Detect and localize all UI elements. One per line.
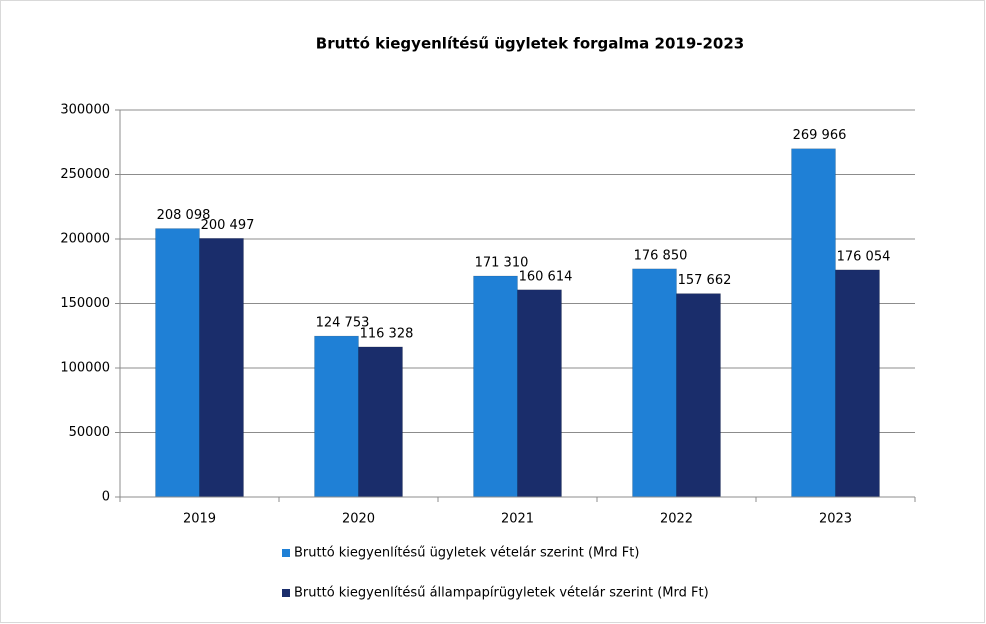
x-tick-label: 2022 <box>660 512 693 527</box>
x-tick-label: 2023 <box>819 512 852 527</box>
y-tick-label: 100000 <box>60 361 110 376</box>
y-tick-label: 0 <box>102 490 110 505</box>
legend-swatch <box>282 589 290 597</box>
bar <box>155 228 200 498</box>
bar <box>517 289 562 498</box>
bar <box>473 275 518 498</box>
value-label: 124 753 <box>316 316 370 331</box>
value-label: 176 850 <box>634 248 688 263</box>
x-tick-label: 2020 <box>342 512 375 527</box>
bar <box>199 238 244 498</box>
y-tick-label: 150000 <box>60 296 110 311</box>
bar <box>791 148 836 498</box>
bar <box>632 268 677 498</box>
bar <box>314 335 359 498</box>
legend-label: Bruttó kiegyenlítésű állampapírügyletek … <box>294 586 709 601</box>
value-label: 171 310 <box>475 256 529 271</box>
y-tick-label: 200000 <box>60 232 110 247</box>
value-label: 116 328 <box>360 326 414 341</box>
x-tick-label: 2019 <box>183 512 216 527</box>
bar <box>676 293 721 498</box>
value-label: 200 497 <box>201 218 255 233</box>
x-tick-label: 2021 <box>501 512 534 527</box>
chart-title: Bruttó kiegyenlítésű ügyletek forgalma 2… <box>316 35 744 53</box>
value-label: 176 054 <box>837 249 891 264</box>
y-tick-label: 50000 <box>69 425 110 440</box>
value-label: 269 966 <box>793 128 847 143</box>
legend-label: Bruttó kiegyenlítésű ügyletek vételár sz… <box>294 546 639 561</box>
legend-swatch <box>282 549 290 557</box>
value-label: 157 662 <box>678 273 732 288</box>
value-label: 160 614 <box>519 269 573 284</box>
y-tick-label: 300000 <box>60 103 110 118</box>
bar <box>835 269 880 498</box>
value-label: 208 098 <box>157 208 211 223</box>
bar <box>358 346 403 498</box>
y-tick-label: 250000 <box>60 167 110 182</box>
